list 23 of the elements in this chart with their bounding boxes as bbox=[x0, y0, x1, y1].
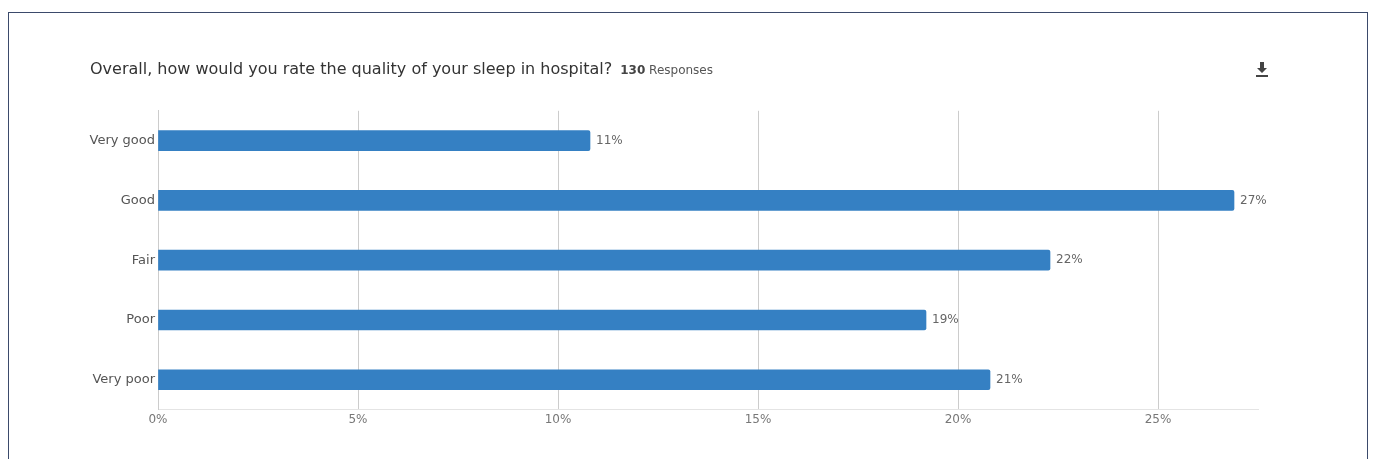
y-tick-label: Poor bbox=[126, 311, 156, 327]
x-tick-label: 5% bbox=[348, 411, 368, 426]
y-tick-label: Very good bbox=[89, 132, 155, 148]
data-label: 11% bbox=[596, 132, 623, 147]
y-tick-label: Very poor bbox=[92, 371, 156, 387]
data-label: 21% bbox=[996, 371, 1023, 386]
data-label: 22% bbox=[1056, 252, 1083, 267]
data-label: 19% bbox=[932, 312, 959, 327]
x-tick-label: 20% bbox=[944, 411, 972, 426]
bar bbox=[158, 309, 927, 331]
x-tick-label: 0% bbox=[148, 411, 168, 426]
chart-title: Overall, how would you rate the quality of your sleep in hospital? bbox=[90, 59, 613, 78]
x-tick-label: 10% bbox=[544, 411, 572, 426]
chart-subtitle: 130 Responses bbox=[620, 63, 713, 77]
y-tick-label: Good bbox=[120, 191, 155, 207]
x-tick-label: 15% bbox=[744, 411, 772, 426]
x-tick-label: 25% bbox=[1144, 411, 1172, 426]
bar bbox=[158, 130, 591, 152]
bar bbox=[158, 249, 1051, 271]
bar bbox=[158, 369, 991, 391]
bar bbox=[158, 190, 1235, 211]
y-tick-label: Fair bbox=[131, 251, 156, 267]
data-label: 27% bbox=[1240, 192, 1267, 207]
